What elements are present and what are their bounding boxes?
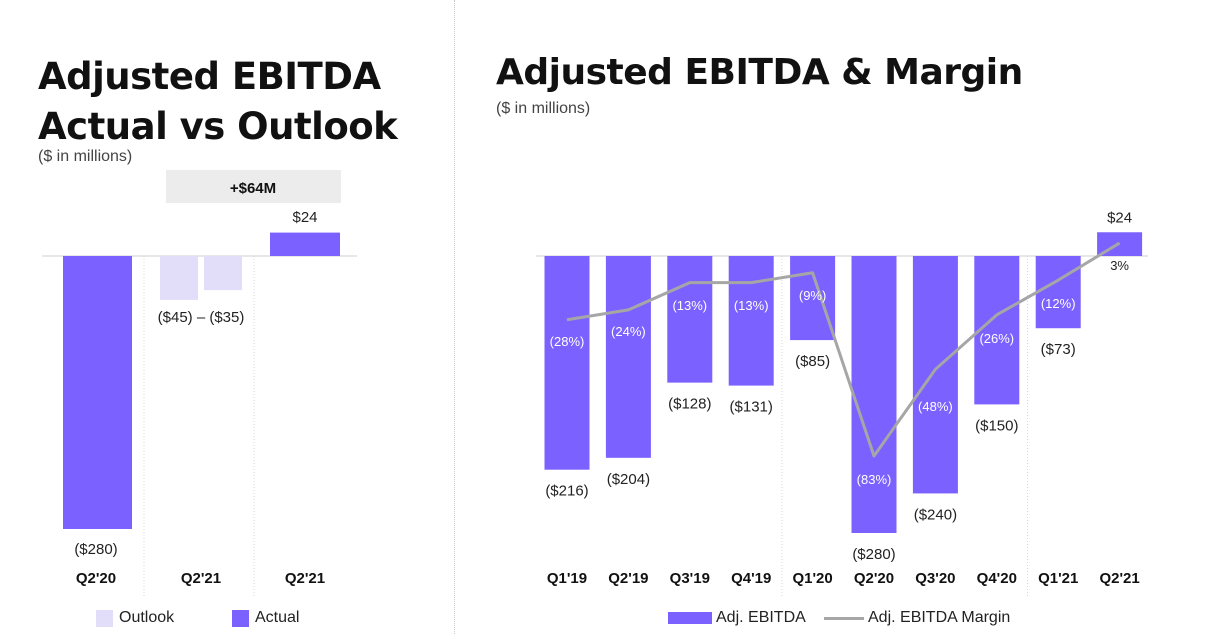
left-chart-title: Adjusted EBITDA Actual vs Outlook [38,52,398,152]
right-chart-title: Adjusted EBITDA & Margin [496,52,1023,93]
right-bar-5 [851,256,897,533]
right-chart-subtitle: ($ in millions) [496,100,591,117]
left-bar-outlook-low [160,256,198,300]
right-x-tick-8: Q1'21 [1038,570,1078,587]
legend-line-swatch [824,616,864,620]
left-change-badge [166,170,341,203]
right-bar-label-1: ($204) [607,471,650,488]
right-margin-label-4: (9%) [799,288,826,303]
right-margin-label-3: (13%) [734,298,769,313]
right-x-tick-3: Q4'19 [731,570,771,587]
right-bar-label-3: ($131) [730,399,773,416]
right-bar-label-2: ($128) [668,396,711,413]
right-margin-line [566,241,1121,458]
right-bar-label-9: $24 [1107,209,1132,226]
legend-actual-label: Actual [255,609,300,626]
right-bar-2 [667,256,713,383]
legend-outlook: Outlook [96,609,174,627]
legend-actual-swatch [232,609,249,627]
right-bar-1 [605,256,651,458]
right-x-tick-7: Q4'20 [977,570,1017,587]
left-bar-q2-21-label: $24 [292,209,317,226]
left-bar-q2-21-actual [270,232,340,256]
right-x-tick-2: Q3'19 [670,570,710,587]
right-x-tick-4: Q1'20 [792,570,832,587]
legend-actual: Actual [232,609,299,627]
legend-line-label: Adj. EBITDA Margin [868,609,1011,626]
left-x-tick-0: Q2'20 [76,570,116,587]
right-bar-0 [544,256,590,470]
right-x-tick-0: Q1'19 [547,570,587,587]
left-change-badge-text: +$64M [230,180,276,197]
right-margin-label-2: (13%) [672,298,707,313]
left-chart-subtitle: ($ in millions) [38,148,133,165]
legend-adj-ebitda: Adj. EBITDA [668,609,806,627]
left-bar-q2-20-actual [63,256,132,529]
right-margin-label-7: (26%) [979,331,1014,346]
right-bar-3 [728,256,774,386]
right-bar-7 [974,256,1020,405]
legend-bar-swatch [668,612,712,624]
left-bar-outlook-high [204,256,242,291]
left-x-tick-1: Q2'21 [181,570,221,587]
left-x-tick-2: Q2'21 [285,570,325,587]
left-title-line1: Adjusted EBITDA [38,55,381,98]
panel-divider [454,0,455,634]
right-x-tick-9: Q2'21 [1099,570,1139,587]
right-margin-label-5: (83%) [857,472,892,487]
legend-bar-label: Adj. EBITDA [716,609,806,626]
right-margin-label-1: (24%) [611,324,646,339]
right-bar-label-4: ($85) [795,353,830,370]
left-title-line2: Actual vs Outlook [38,105,398,148]
right-bar-6 [912,256,958,494]
right-margin-label-8: (12%) [1041,296,1076,311]
right-bar-label-0: ($216) [545,483,588,500]
right-margin-label-0: (28%) [550,334,585,349]
right-x-tick-1: Q2'19 [608,570,648,587]
legend-outlook-label: Outlook [119,609,175,626]
right-bar-label-7: ($150) [975,417,1018,434]
right-margin-label-9: 3% [1110,258,1129,273]
right-bar-label-5: ($280) [852,546,895,563]
right-bar-label-8: ($73) [1041,341,1076,358]
right-margin-label-6: (48%) [918,399,953,414]
left-outlook-range-label: ($45) – ($35) [158,309,245,326]
right-x-tick-6: Q3'20 [915,570,955,587]
right-bar-8 [1035,256,1081,329]
left-bar-q2-20-label: ($280) [74,541,117,558]
right-bar-label-6: ($240) [914,506,957,523]
right-bar-4 [790,256,836,341]
right-x-tick-5: Q2'20 [854,570,894,587]
legend-outlook-swatch [96,609,113,627]
legend-margin: Adj. EBITDA Margin [824,609,1010,627]
